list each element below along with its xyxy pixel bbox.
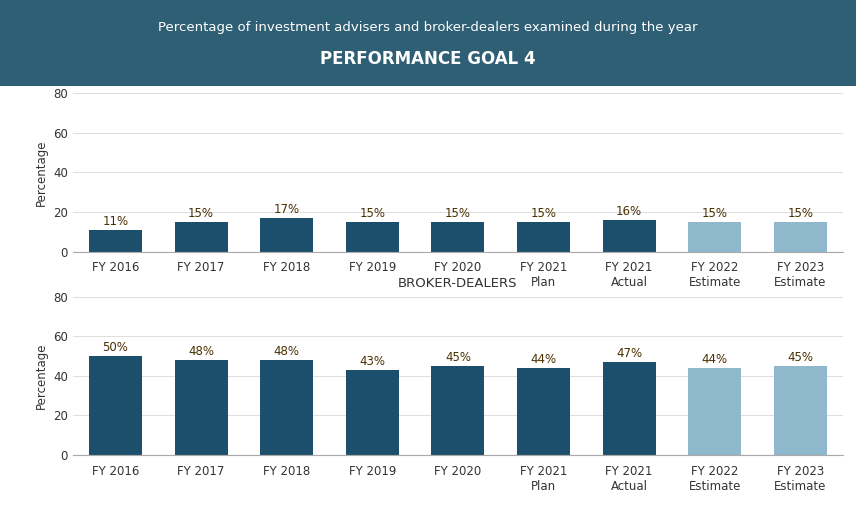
Bar — [688, 368, 741, 455]
Bar — [431, 222, 484, 252]
Text: PERFORMANCE GOAL 4: PERFORMANCE GOAL 4 — [320, 50, 536, 67]
Text: INVESTMENT ADVISERS: INVESTMENT ADVISERS — [380, 74, 536, 87]
Text: 44%: 44% — [531, 353, 556, 366]
Text: 45%: 45% — [445, 351, 471, 365]
Text: 43%: 43% — [360, 355, 385, 368]
Text: 45%: 45% — [788, 351, 813, 365]
Bar — [603, 362, 656, 455]
Text: 48%: 48% — [188, 345, 214, 358]
Bar — [260, 218, 313, 252]
Text: 50%: 50% — [103, 342, 128, 355]
Y-axis label: Percentage: Percentage — [34, 139, 47, 206]
Bar — [517, 368, 570, 455]
Text: Percentage of investment advisers and broker-dealers examined during the year: Percentage of investment advisers and br… — [158, 21, 698, 34]
Bar — [774, 222, 827, 252]
Text: 47%: 47% — [616, 347, 642, 360]
Text: 17%: 17% — [274, 203, 300, 217]
Text: 44%: 44% — [702, 353, 728, 366]
Text: 15%: 15% — [360, 207, 385, 220]
Bar — [603, 220, 656, 252]
Bar — [175, 222, 228, 252]
Bar — [89, 356, 142, 455]
Bar — [175, 360, 228, 455]
Text: BROKER-DEALERS: BROKER-DEALERS — [398, 277, 518, 290]
Text: 15%: 15% — [788, 207, 813, 220]
Text: 15%: 15% — [445, 207, 471, 220]
Bar — [431, 366, 484, 455]
Bar — [89, 230, 142, 252]
Y-axis label: Percentage: Percentage — [34, 343, 47, 409]
Bar — [346, 222, 399, 252]
Text: 15%: 15% — [531, 207, 556, 220]
Text: 11%: 11% — [103, 215, 128, 228]
Bar — [346, 370, 399, 455]
Text: 16%: 16% — [616, 206, 642, 218]
Bar — [260, 360, 313, 455]
Bar — [517, 222, 570, 252]
Text: 15%: 15% — [702, 207, 728, 220]
Text: 48%: 48% — [274, 345, 300, 358]
Bar — [688, 222, 741, 252]
Text: 15%: 15% — [188, 207, 214, 220]
Bar — [774, 366, 827, 455]
